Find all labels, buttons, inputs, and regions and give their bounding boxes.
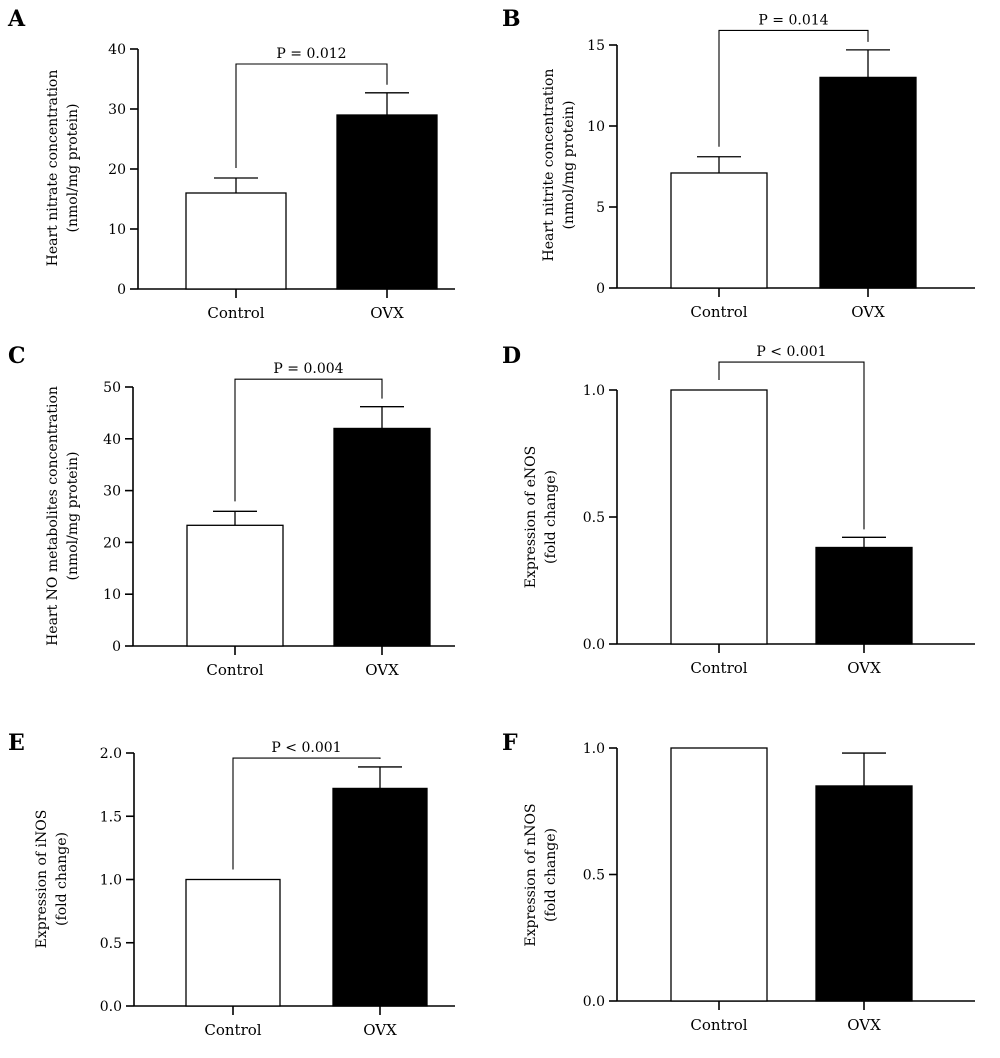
p-value-label: P = 0.014 xyxy=(758,12,828,28)
y-tick-label: 20 xyxy=(103,535,121,551)
y-axis-label-line: (fold change) xyxy=(543,828,559,922)
y-axis-label: Heart nitrite concentration (nmol/mg prot… xyxy=(541,69,577,262)
y-axis-label: Heart NO metabolites concentration (nmol/… xyxy=(45,386,81,646)
y-axis-label-line: Expression of eNOS xyxy=(523,446,539,588)
y-axis-label-line: Expression of iNOS xyxy=(34,810,50,949)
y-tick-label: 1.5 xyxy=(100,809,122,825)
x-category-label: Control xyxy=(690,303,747,321)
y-axis-label-line: (nmol/mg protein) xyxy=(65,451,81,580)
significance-bracket xyxy=(234,378,383,502)
x-category-label: Control xyxy=(206,661,263,679)
significance-bracket xyxy=(718,29,869,147)
y-axis-label: Expression of nNOS (fold change) xyxy=(523,803,559,946)
y-tick-label: 40 xyxy=(103,432,121,448)
y-tick-label: 10 xyxy=(587,119,605,135)
y-tick-label: 50 xyxy=(103,380,121,396)
y-axis-label-line: (nmol/mg protein) xyxy=(65,103,81,232)
x-category-label: Control xyxy=(207,304,264,322)
y-tick-label: 0 xyxy=(112,639,121,655)
y-axis-label-line: Heart nitrate concentration xyxy=(45,70,61,267)
chart-panel-f: F Expression of nNOS (fold change) 0.0 0.5 1.… xyxy=(502,730,975,1034)
x-category-label: OVX xyxy=(847,1016,881,1034)
bar-ovx xyxy=(819,76,917,289)
bar-ovx xyxy=(336,114,438,290)
chart-panel-a: A Heart nitrate concentration (nmol/mg pro… xyxy=(7,6,455,322)
bar-ovx xyxy=(333,427,431,647)
y-tick-label: 40 xyxy=(108,42,126,58)
y-tick-label: 0.0 xyxy=(583,994,605,1010)
y-tick-label: 10 xyxy=(108,222,126,238)
x-category-label: OVX xyxy=(370,304,404,322)
y-tick-label: 1.0 xyxy=(583,741,605,757)
y-axis-label-line: Heart nitrite concentration xyxy=(541,69,557,262)
y-tick-label: 30 xyxy=(108,102,126,118)
y-tick-label: 2.0 xyxy=(100,746,122,762)
chart-panel-c: C Heart NO metabolites concentration (nmol… xyxy=(8,343,455,679)
panel-letter: F xyxy=(502,730,518,756)
y-tick-label: 30 xyxy=(103,484,121,500)
x-category-label: OVX xyxy=(365,661,399,679)
bar-ovx xyxy=(815,785,913,1002)
y-tick-label: 0.5 xyxy=(100,936,122,952)
bar-ovx xyxy=(815,546,913,645)
y-axis-label-line: Expression of nNOS xyxy=(523,803,539,946)
y-tick-label: 0.0 xyxy=(583,637,605,653)
significance-bracket xyxy=(232,757,381,870)
y-axis-label: Expression of iNOS (fold change) xyxy=(34,810,70,949)
y-tick-label: 1.0 xyxy=(100,873,122,889)
bar-control xyxy=(670,747,768,1002)
x-category-label: Control xyxy=(690,659,747,677)
bar-control xyxy=(185,192,287,290)
x-category-label: OVX xyxy=(851,303,885,321)
bar-ovx xyxy=(332,787,428,1007)
x-category-label: OVX xyxy=(363,1021,397,1039)
y-axis-label-line: (fold change) xyxy=(543,470,559,564)
x-category-label: Control xyxy=(204,1021,261,1039)
bar-control xyxy=(185,878,281,1007)
p-value-label: P = 0.004 xyxy=(273,361,343,377)
chart-panel-e: E Expression of iNOS (fold change) 0.0 0.5 1.… xyxy=(8,730,455,1039)
y-tick-label: 5 xyxy=(596,200,605,216)
panel-letter: A xyxy=(7,6,26,32)
y-tick-label: 10 xyxy=(103,587,121,603)
y-tick-label: 0.5 xyxy=(583,868,605,884)
panel-letter: C xyxy=(8,343,26,369)
p-value-label: P < 0.001 xyxy=(756,344,826,360)
chart-panel-d: D Expression of eNOS (fold change) 0.0 0.5 1.… xyxy=(502,343,975,677)
x-category-label: OVX xyxy=(847,659,881,677)
y-tick-label: 0 xyxy=(596,281,605,297)
bar-control xyxy=(670,389,768,645)
significance-bracket xyxy=(718,361,865,530)
p-value-label: P = 0.012 xyxy=(276,46,346,62)
panel-letter: D xyxy=(502,343,521,369)
chart-panel-b: B Heart nitrite concentration (nmol/mg pro… xyxy=(502,6,975,321)
significance-bracket xyxy=(235,63,388,168)
y-tick-label: 0.0 xyxy=(100,999,122,1015)
x-category-label: Control xyxy=(690,1016,747,1034)
y-tick-label: 0 xyxy=(117,282,126,298)
panel-letter: E xyxy=(8,730,25,756)
y-axis-label-line: (nmol/mg protein) xyxy=(561,100,577,229)
y-axis-label-line: Heart NO metabolites concentration xyxy=(45,386,61,646)
y-axis-label: Expression of eNOS (fold change) xyxy=(523,446,559,588)
p-value-label: P < 0.001 xyxy=(271,740,341,756)
bar-control xyxy=(670,172,768,289)
panel-letter: B xyxy=(502,6,521,32)
y-axis-label: Heart nitrate concentration (nmol/mg prot… xyxy=(45,70,81,267)
y-tick-label: 1.0 xyxy=(583,383,605,399)
y-tick-label: 20 xyxy=(108,162,126,178)
y-tick-label: 15 xyxy=(587,38,605,54)
y-axis-label-line: (fold change) xyxy=(54,832,70,926)
bar-control xyxy=(186,524,284,647)
y-tick-label: 0.5 xyxy=(583,510,605,526)
